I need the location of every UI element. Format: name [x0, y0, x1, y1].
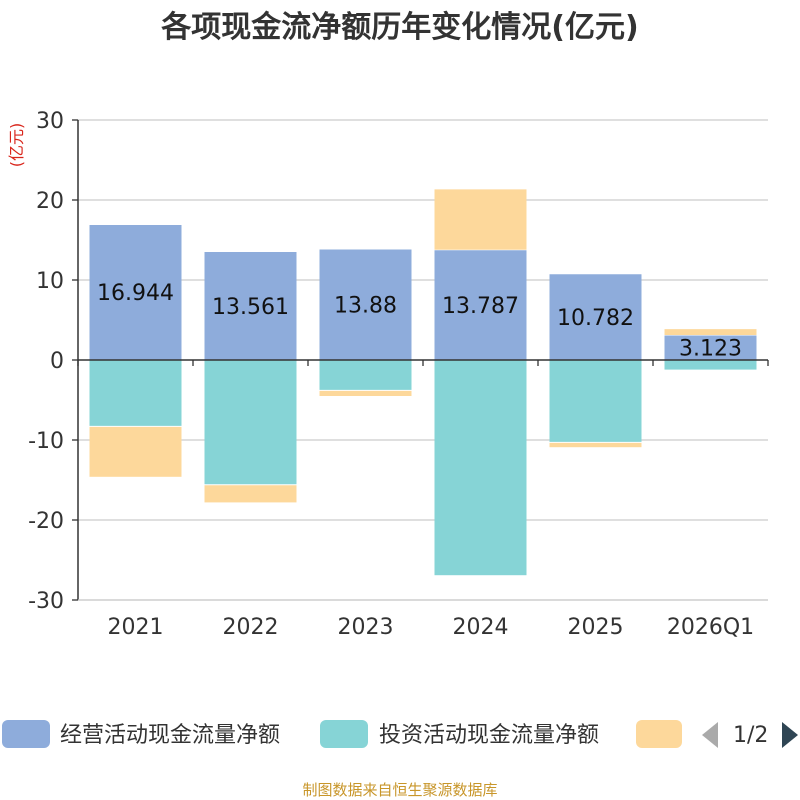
data-label: 13.787 [442, 294, 519, 319]
bar-series-1-2021[interactable] [89, 360, 182, 427]
y-tick-label: -20 [28, 509, 64, 534]
bar-series-0-2023[interactable] [319, 248, 412, 360]
legend-label-operating[interactable]: 经营活动现金流量净额 [60, 723, 280, 748]
bar-series-1-2026Q1[interactable] [664, 360, 757, 370]
x-tick-label: 2021 [108, 615, 164, 640]
bar-series-2-2022[interactable] [204, 484, 297, 503]
data-labels: 16.944 13.561 13.88 13.787 10.782 3.123 [97, 281, 742, 361]
bar-series-0-2024[interactable] [434, 249, 527, 360]
bar-series-2-2024[interactable] [434, 188, 527, 250]
x-tick-label: 2022 [223, 615, 279, 640]
y-tick-label: 0 [50, 349, 64, 374]
y-tick-label: -10 [28, 429, 64, 454]
data-label: 13.561 [212, 295, 289, 320]
bar-series-2-2021[interactable] [89, 426, 182, 477]
axes: 30 20 10 0 -10 -20 -30 2021 2022 2023 2024 2025 2026… [28, 109, 769, 640]
x-tick-label: 2024 [453, 615, 509, 640]
chart-title: 各项现金流净额历年变化情况(亿元) [160, 10, 638, 45]
legend-page-indicator: 1/2 [733, 723, 768, 748]
legend: 经营活动现金流量净额 投资活动现金流量净额 1/2 [2, 720, 798, 748]
bar-series-0-2025[interactable] [549, 273, 642, 360]
y-tick-label: 20 [36, 189, 64, 214]
bar-series-1-2022[interactable] [204, 360, 297, 485]
x-tick-label: 2025 [568, 615, 624, 640]
y-tick-label: 10 [36, 269, 64, 294]
y-tick-label: -30 [28, 589, 64, 614]
bar-series-2-2023[interactable] [319, 390, 412, 396]
bar-series-0-2022[interactable] [204, 251, 297, 360]
data-label: 16.944 [97, 281, 174, 306]
legend-label-investing[interactable]: 投资活动现金流量净额 [379, 723, 599, 748]
legend-swatch-investing[interactable] [320, 720, 368, 748]
y-axis-unit-label: (亿元) [7, 123, 26, 168]
bar-series-0-2026Q1[interactable] [664, 335, 757, 360]
y-tick-label: 30 [36, 109, 64, 134]
data-source-note: 制图数据来自恒生聚源数据库 [302, 781, 497, 799]
data-label: 3.123 [679, 337, 742, 362]
data-label: 10.782 [557, 306, 634, 331]
legend-prev-page-icon[interactable] [702, 722, 718, 748]
bar-series-2-2026Q1[interactable] [664, 328, 757, 336]
bars [89, 188, 757, 576]
legend-swatch-operating[interactable] [2, 720, 50, 748]
bar-series-0-2021[interactable] [89, 224, 182, 360]
x-tick-label: 2023 [338, 615, 394, 640]
data-label: 13.88 [334, 293, 397, 318]
bar-series-1-2023[interactable] [319, 360, 412, 391]
bar-series-1-2024[interactable] [434, 360, 527, 576]
legend-swatch-financing[interactable] [636, 720, 682, 748]
x-tick-label: 2026Q1 [667, 615, 754, 640]
bar-series-1-2025[interactable] [549, 360, 642, 443]
legend-next-page-icon[interactable] [782, 722, 798, 748]
bar-series-2-2025[interactable] [549, 442, 642, 448]
